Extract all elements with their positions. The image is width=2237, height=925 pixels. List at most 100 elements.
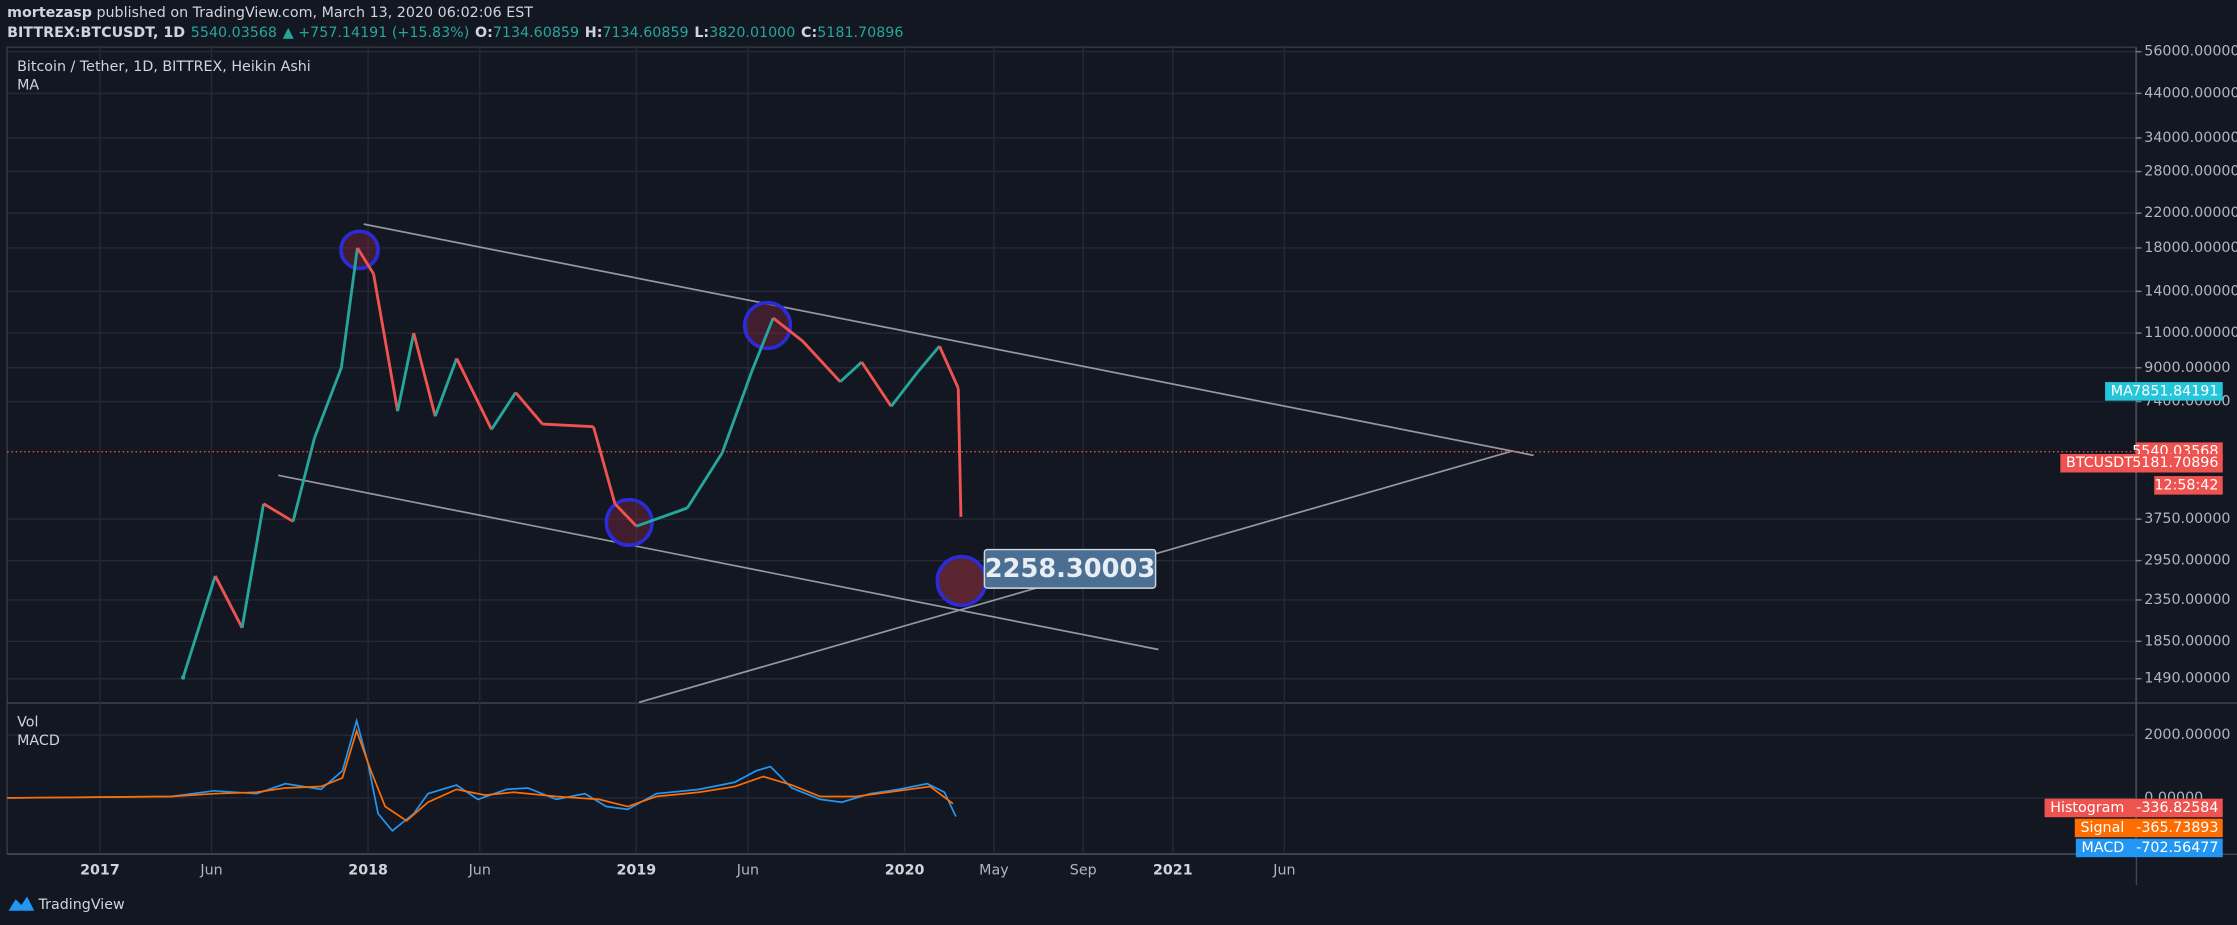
price-segment	[916, 345, 941, 373]
price-segment	[750, 317, 775, 373]
price-segment	[860, 361, 893, 408]
y-tick-label: 2000.00000	[2144, 727, 2230, 743]
y-tick-label: 9000.00000	[2144, 360, 2230, 376]
x-tick-label: Jun	[736, 863, 759, 879]
x-tick-label: Sep	[1070, 863, 1097, 879]
annotation-box	[983, 548, 1157, 589]
x-tick-label: Jun	[1272, 863, 1295, 879]
logo-icon	[8, 896, 35, 911]
price-segment	[772, 316, 804, 343]
highlight-circle	[935, 554, 988, 608]
price-segment	[514, 391, 544, 425]
y-tick-label: 22000.00000	[2144, 205, 2237, 221]
ohlc-key: H:	[585, 25, 603, 41]
trend-line	[278, 474, 1159, 651]
price-label-box	[2105, 382, 2223, 401]
price-segment	[635, 506, 688, 528]
y-tick-label: 3750.00000	[2144, 511, 2230, 527]
signal-line	[7, 728, 954, 822]
x-tick-label: 2018	[348, 863, 388, 879]
ohlc-value: 7134.60859	[493, 25, 579, 41]
indicator-label-value: -702.56477	[2136, 840, 2218, 856]
price-segment	[372, 273, 400, 412]
author: mortezasp	[7, 5, 92, 21]
header-line: mortezasp published on TradingView.com, …	[7, 5, 533, 21]
indicator: MA	[17, 78, 39, 94]
price-segment	[801, 340, 842, 383]
price-segment	[956, 388, 963, 517]
price-segment	[839, 361, 863, 383]
symbol: BITTREX:BTCUSDT, 1D	[7, 25, 185, 41]
price-segment	[686, 452, 724, 509]
price-segment	[720, 371, 754, 454]
y-tick-label: 1850.00000	[2144, 633, 2230, 649]
pane-label: Vol	[17, 714, 38, 730]
x-tick-label: Jun	[468, 863, 491, 879]
indicator-label-value: -365.73893	[2136, 820, 2218, 836]
x-tick-label: May	[979, 863, 1009, 879]
price-segment	[396, 332, 416, 412]
brand: TradingView	[38, 897, 125, 913]
x-tick-label: 2021	[1153, 863, 1193, 879]
ohlc-key: O:	[475, 25, 493, 41]
y-tick-label: 44000.00000	[2144, 85, 2237, 101]
y-tick-label: 11000.00000	[2144, 325, 2237, 341]
chart-title: Bitcoin / Tether, 1D, BITTREX, Heikin As…	[17, 59, 311, 75]
highlight-circle	[604, 497, 654, 548]
price-segment	[890, 370, 920, 408]
price-label-value: 7851.84191	[2132, 383, 2218, 399]
price-label-box	[2060, 453, 2223, 473]
annotation: 2258.30003	[985, 554, 1155, 584]
y-tick-label: 1490.00000	[2144, 671, 2230, 687]
indicator-label-box	[2074, 818, 2223, 838]
countdown: 12:58:42	[2154, 477, 2218, 493]
x-tick-label: 2017	[80, 863, 120, 879]
price-segment	[240, 503, 265, 629]
y-tick-label: 18000.00000	[2144, 240, 2237, 256]
price-segment	[938, 345, 960, 389]
price-label-name: BTCUSDT	[2066, 455, 2133, 471]
price-segment	[214, 575, 244, 629]
price-segment	[490, 391, 517, 431]
ohlc-key: C:	[801, 25, 817, 41]
indicator-label-name: Signal	[2080, 820, 2124, 836]
macd-line	[7, 717, 957, 832]
price-segment	[613, 502, 638, 528]
pane-label: MACD	[17, 733, 60, 749]
symbol-line: BITTREX:BTCUSDT, 1D 5540.03568 ▲ +757.1419…	[7, 25, 903, 41]
highlight-circle	[742, 300, 793, 351]
indicator-label-name: Histogram	[2050, 800, 2124, 816]
price-segment	[412, 332, 437, 417]
ohlc-key: L:	[694, 25, 709, 41]
last-price: 5540.03568	[191, 25, 277, 41]
price-label-name: MA	[2111, 383, 2133, 399]
indicator-label-name: MACD	[2082, 840, 2125, 856]
change: ▲ +757.14191 (+15.83%)	[283, 25, 470, 41]
price-segment	[433, 357, 459, 417]
indicator-label-box	[2044, 798, 2223, 818]
price-segment	[592, 426, 617, 505]
grid	[7, 47, 2136, 854]
y-tick-label: 34000.00000	[2144, 130, 2237, 146]
price-segment	[455, 357, 493, 431]
x-tick-label: 2020	[885, 863, 925, 879]
price-label-value: 5181.70896	[2132, 455, 2218, 471]
y-tick-label: 2950.00000	[2144, 553, 2230, 569]
price-segment	[356, 247, 375, 275]
indicator-label-value: -336.82584	[2136, 800, 2218, 816]
highlights	[339, 229, 988, 608]
y-tick-label: 14000.00000	[2144, 283, 2237, 299]
indicator-label-box	[2075, 838, 2223, 858]
price-segment	[542, 422, 594, 429]
price-segment	[262, 502, 294, 523]
countdown-box	[2154, 476, 2223, 495]
ohlc-value: 5181.70896	[817, 25, 903, 41]
price-segment	[181, 575, 217, 679]
y-tick-label: 28000.00000	[2144, 164, 2237, 180]
ohlc-value: 3820.01000	[709, 25, 795, 41]
ohlc-value: 7134.60859	[602, 25, 688, 41]
x-tick-label: 2019	[617, 863, 657, 879]
